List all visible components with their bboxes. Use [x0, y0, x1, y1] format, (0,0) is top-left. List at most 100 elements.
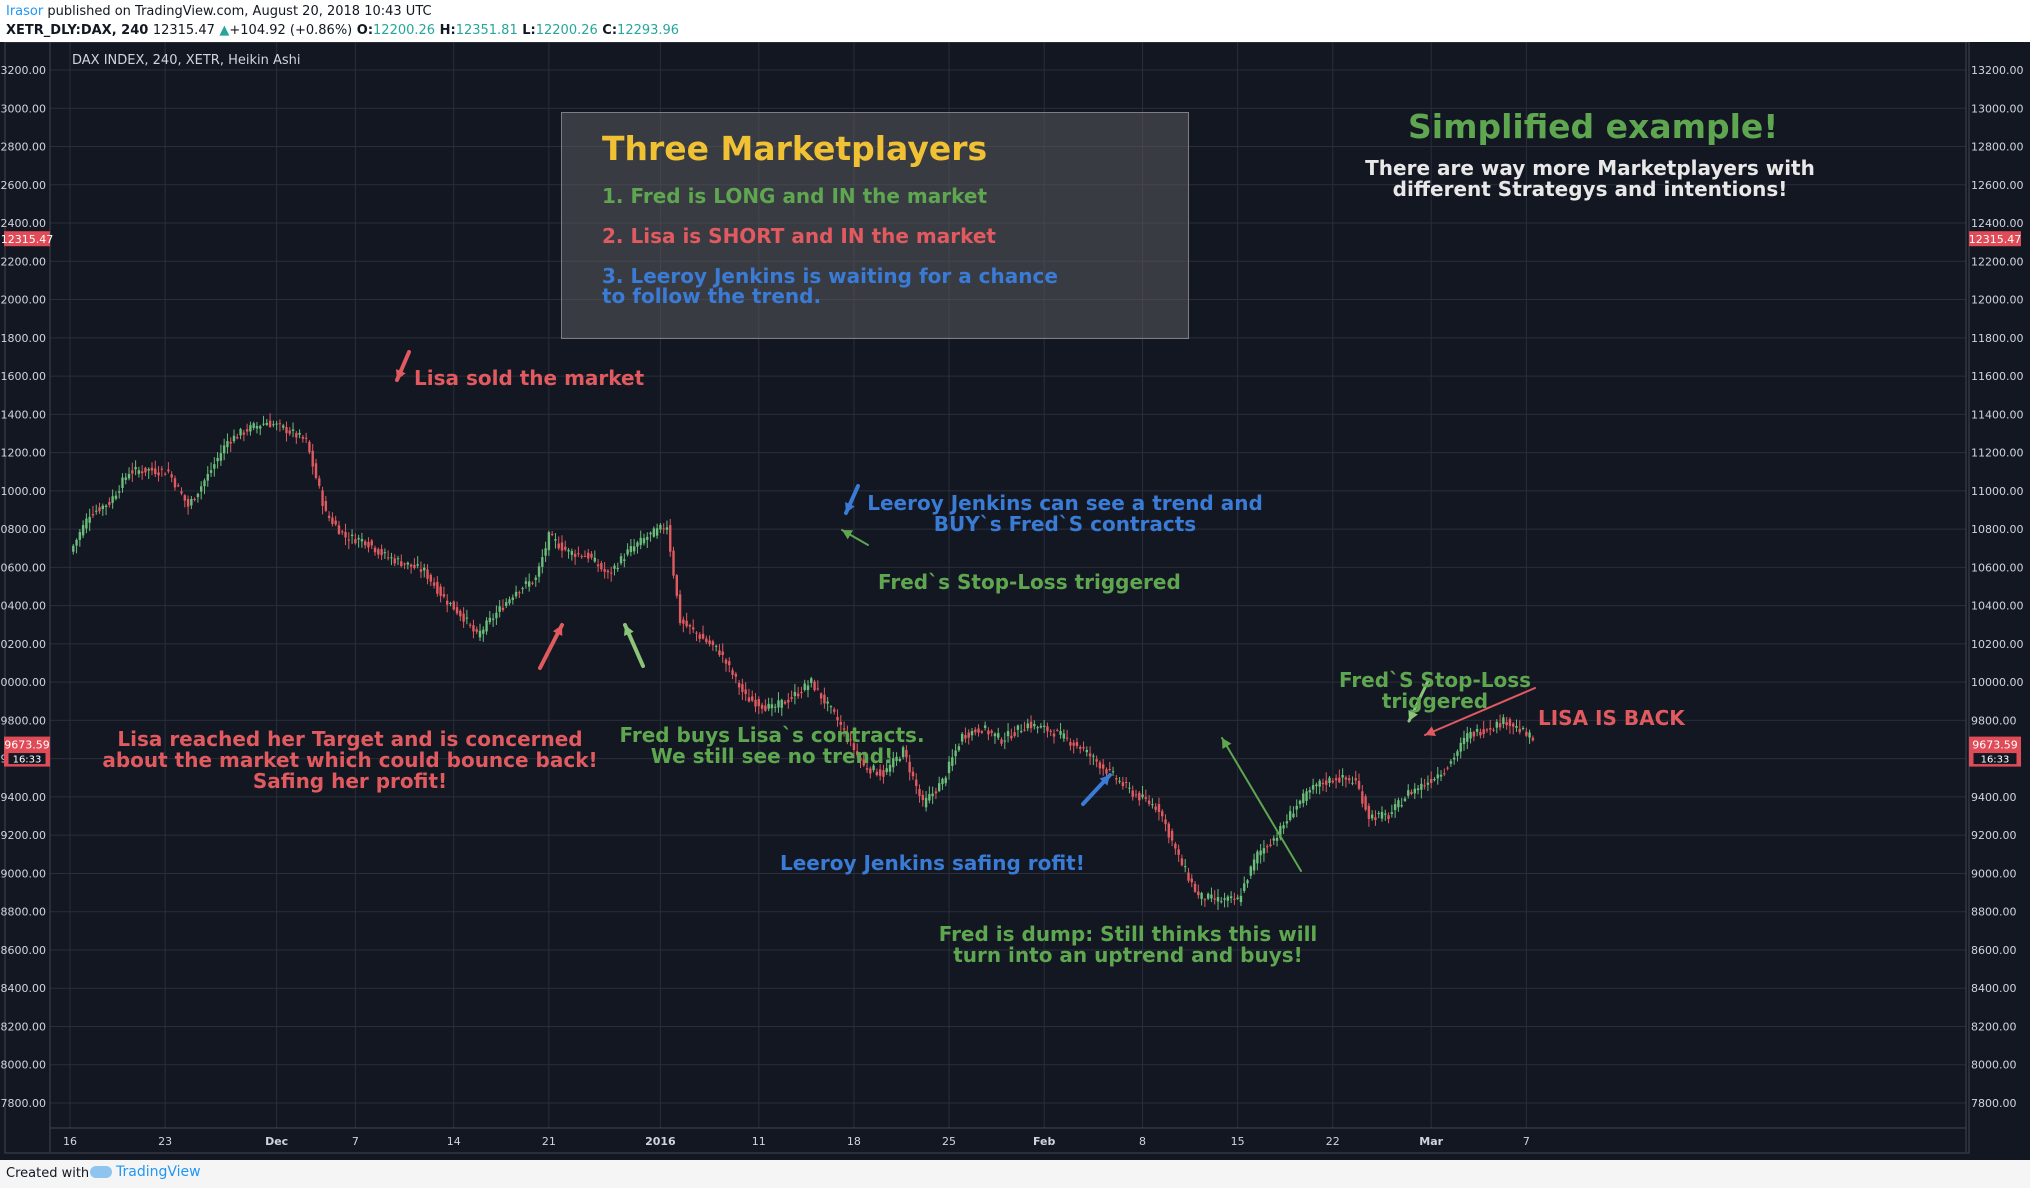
candle-body: [406, 562, 410, 565]
candle-body: [964, 735, 967, 739]
candle-body: [760, 704, 764, 709]
candle-body: [1367, 805, 1371, 819]
candle-body: [1052, 733, 1056, 737]
publish-line: Irasor published on TradingView.com, Aug…: [6, 4, 432, 19]
candle-body: [508, 599, 511, 604]
candle-body: [931, 793, 934, 797]
candle-body: [610, 572, 613, 574]
candle-body: [78, 532, 82, 540]
candle-body: [1010, 735, 1013, 739]
candle-body: [770, 704, 774, 709]
candle-body: [1036, 727, 1039, 729]
candle-body: [344, 531, 347, 538]
candle-body: [862, 759, 865, 766]
candle-body: [787, 699, 790, 703]
candle-body: [373, 547, 377, 553]
candle-body: [282, 425, 285, 428]
candle-body: [1105, 769, 1108, 774]
close-label: C:: [602, 23, 618, 38]
candle-body: [708, 640, 711, 645]
candle-body: [1361, 791, 1364, 804]
candle-body: [1243, 883, 1246, 891]
candle-body: [1479, 731, 1482, 736]
candle-body: [439, 586, 442, 596]
candle-body: [1111, 771, 1115, 773]
candle-body: [514, 591, 518, 597]
candle-body: [1249, 866, 1252, 876]
tradingview-link[interactable]: TradingView: [90, 1164, 201, 1180]
candle-body: [1370, 814, 1374, 819]
candle-body: [1046, 726, 1049, 732]
candle-body: [603, 569, 606, 572]
y-tick-label-left: 10800.00: [0, 523, 46, 536]
candle-body: [311, 450, 314, 467]
candle-body: [918, 788, 921, 796]
candle-body: [1246, 880, 1249, 884]
candle-body: [1433, 779, 1436, 781]
candle-body: [564, 546, 567, 550]
candle-body: [472, 625, 475, 632]
candle-body: [455, 607, 459, 614]
plot-border: [4, 42, 1970, 1154]
y-tick-label-right: 10400.00: [1971, 600, 2024, 613]
candle-body: [905, 750, 908, 758]
x-tick-label: 7: [352, 1135, 359, 1148]
candle-body: [1134, 794, 1138, 796]
candle-body: [1085, 750, 1088, 753]
y-tick-label-right: 12200.00: [1971, 255, 2024, 268]
x-tick-label: Dec: [265, 1135, 288, 1148]
candle-body: [1495, 721, 1498, 728]
candle-body: [1397, 800, 1400, 808]
x-axis[interactable]: 16 23 Dec 7 14 21 2016 11 18 25 Feb 8 15 22 Mar 7: [50, 1127, 1966, 1148]
candle-body: [1033, 723, 1036, 727]
candle-body: [1462, 737, 1466, 745]
candle-body: [842, 728, 846, 730]
candle-body: [839, 721, 842, 725]
candle-body: [91, 514, 95, 516]
info-item-leeroy: 3. Leeroy Jenkins is waiting for a chanc…: [602, 264, 1058, 308]
candle-body: [596, 564, 600, 567]
candle-body: [1236, 897, 1239, 899]
candle-body: [239, 429, 242, 436]
candle-body: [468, 624, 472, 626]
candle-body: [1403, 798, 1407, 801]
candle-body: [682, 619, 685, 624]
candle-body: [1420, 783, 1423, 790]
candle-body: [101, 505, 104, 510]
candle-body: [354, 539, 357, 544]
candle-body: [957, 746, 961, 751]
candle-body: [777, 700, 780, 708]
y-tick-label-left: 10000.00: [0, 676, 46, 689]
candle-body: [1164, 819, 1167, 825]
candle-body: [1518, 728, 1521, 733]
candle-body: [685, 620, 688, 627]
candle-body: [698, 634, 701, 639]
y-tick-label-left: 9200.00: [1, 829, 47, 842]
candle-body: [826, 701, 829, 704]
candle-body: [396, 558, 400, 560]
candle-body: [252, 423, 255, 428]
candle-body: [505, 602, 508, 606]
y-axis-left[interactable]: 13200.00 13000.00 12800.00 12600.00 12400.00…: [0, 64, 53, 1110]
candle-body: [104, 505, 108, 508]
candle-body: [934, 791, 938, 794]
candle-body: [816, 688, 820, 690]
candle-body: [1154, 806, 1157, 810]
x-tick-label: 25: [942, 1135, 956, 1148]
candle-body: [206, 473, 209, 481]
author-link[interactable]: Irasor: [6, 4, 44, 19]
candle-body: [672, 550, 675, 576]
y-tick-label-left: 8000.00: [1, 1059, 47, 1072]
candle-body: [298, 432, 301, 435]
candle-body: [967, 732, 970, 738]
candle-body: [688, 625, 692, 627]
candle-body: [236, 437, 239, 439]
annotation-simplified-sub: There are way more Marketplayers with di…: [1365, 156, 1815, 201]
footer-bar: Created with TradingView: [0, 1160, 2030, 1188]
candle-body: [954, 750, 957, 757]
candle-body: [1525, 731, 1528, 736]
candle-body: [724, 659, 728, 664]
y-axis-right[interactable]: 13200.00 13000.00 12800.00 12600.00 12400.00…: [1969, 64, 2024, 1110]
candle-body: [1174, 843, 1177, 849]
candle-body: [465, 617, 469, 619]
